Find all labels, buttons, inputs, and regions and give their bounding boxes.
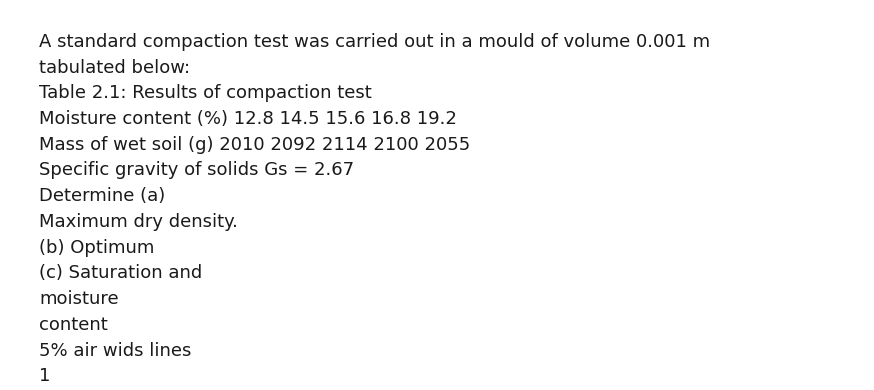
Text: Mass of wet soil (g) 2010 2092 2114 2100 2055: Mass of wet soil (g) 2010 2092 2114 2100… (39, 136, 470, 154)
Text: moisture: moisture (39, 290, 119, 308)
Text: 5% air wids lines: 5% air wids lines (39, 342, 191, 360)
Text: Maximum dry density.: Maximum dry density. (39, 213, 239, 231)
Text: (b) Optimum: (b) Optimum (39, 239, 155, 257)
Text: Determine (a): Determine (a) (39, 187, 165, 205)
Text: (c) Saturation and: (c) Saturation and (39, 264, 203, 282)
Text: Moisture content (%) 12.8 14.5 15.6 16.8 19.2: Moisture content (%) 12.8 14.5 15.6 16.8… (39, 110, 457, 128)
Text: A standard compaction test was carried out in a mould of volume 0.001 m: A standard compaction test was carried o… (39, 33, 711, 51)
Text: content: content (39, 316, 108, 334)
Text: Specific gravity of solids Gs = 2.67: Specific gravity of solids Gs = 2.67 (39, 161, 355, 179)
Text: tabulated below:: tabulated below: (39, 58, 191, 76)
Text: 1: 1 (39, 367, 51, 385)
Text: Table 2.1: Results of compaction test: Table 2.1: Results of compaction test (39, 84, 372, 102)
